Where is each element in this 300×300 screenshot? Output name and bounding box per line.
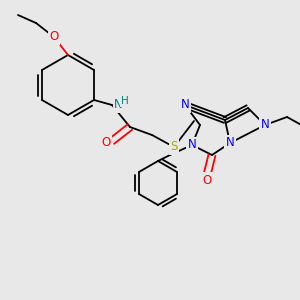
Text: H: H (121, 96, 129, 106)
Text: O: O (50, 31, 58, 44)
Text: O: O (202, 173, 211, 187)
Text: N: N (188, 139, 196, 152)
Text: N: N (226, 136, 234, 149)
Text: N: N (261, 118, 269, 131)
Text: S: S (170, 140, 178, 154)
Text: N: N (181, 98, 189, 112)
Text: N: N (114, 98, 123, 112)
Text: O: O (101, 136, 111, 149)
